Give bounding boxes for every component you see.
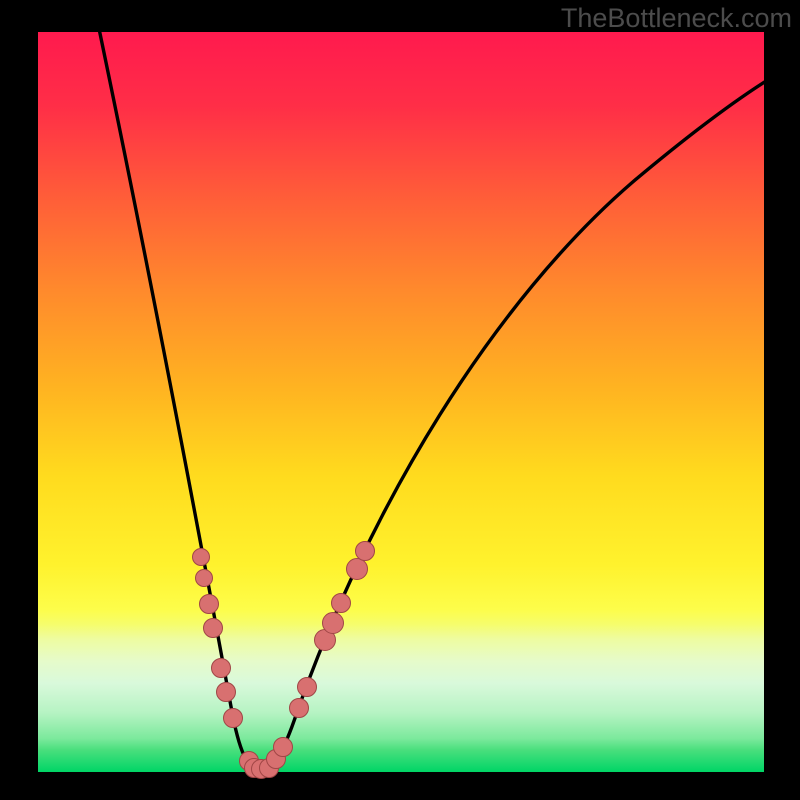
data-point-marker <box>199 594 219 614</box>
data-point-marker <box>273 737 293 757</box>
data-point-marker <box>331 593 351 613</box>
data-point-marker <box>216 682 236 702</box>
data-point-marker <box>223 708 243 728</box>
data-point-marker <box>297 677 317 697</box>
data-point-marker <box>192 548 210 566</box>
watermark-text: TheBottleneck.com <box>561 3 792 34</box>
chart-frame: TheBottleneck.com <box>0 0 800 800</box>
data-point-marker <box>211 658 231 678</box>
data-point-marker <box>355 541 375 561</box>
data-point-marker <box>195 569 213 587</box>
plot-area <box>38 32 764 772</box>
bottleneck-curve <box>38 32 764 772</box>
data-point-marker <box>289 698 309 718</box>
data-point-marker <box>203 618 223 638</box>
data-point-marker <box>322 612 344 634</box>
